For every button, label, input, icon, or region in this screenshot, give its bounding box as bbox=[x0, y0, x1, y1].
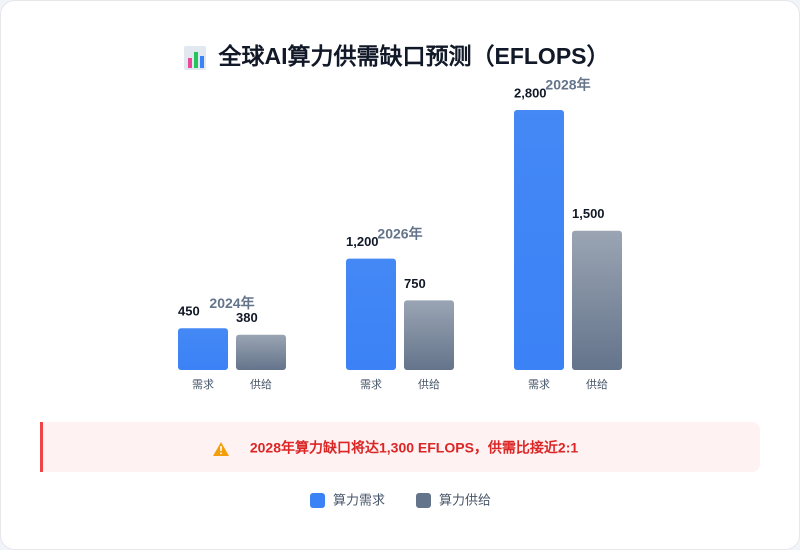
bar-label: 需求 bbox=[528, 378, 550, 391]
bar bbox=[236, 334, 286, 370]
value-label: 750 bbox=[404, 276, 426, 291]
chart-icon bbox=[184, 46, 206, 70]
value-label: 2,800 bbox=[514, 85, 547, 100]
alert-border bbox=[40, 422, 43, 472]
bar bbox=[514, 110, 564, 370]
chart-title: 全球AI算力供需缺口预测（EFLOPS） bbox=[217, 43, 609, 69]
legend-label: 算力供给 bbox=[439, 492, 491, 507]
bar bbox=[404, 300, 454, 370]
legend-swatch bbox=[416, 493, 431, 508]
category-label: 2024年 bbox=[209, 295, 254, 311]
bar-label: 供给 bbox=[250, 377, 272, 391]
value-label: 380 bbox=[236, 310, 258, 325]
value-label: 1,500 bbox=[572, 206, 605, 221]
bar-label: 需求 bbox=[192, 378, 214, 391]
warning-icon bbox=[213, 442, 229, 456]
category-label: 2028年 bbox=[545, 77, 590, 93]
bar bbox=[572, 230, 622, 370]
bar-label: 供给 bbox=[418, 377, 440, 391]
value-label: 450 bbox=[178, 304, 200, 319]
value-label: 1,200 bbox=[346, 234, 379, 249]
alert-box bbox=[40, 422, 760, 472]
annotation: 2028年算力缺口将达1,300 EFLOPS，供需比接近2:1 bbox=[250, 440, 579, 456]
bar-label: 供给 bbox=[586, 377, 608, 391]
bar-label: 需求 bbox=[360, 378, 382, 391]
category-label: 2026年 bbox=[377, 225, 422, 241]
legend-label: 算力需求 bbox=[333, 492, 385, 507]
bar bbox=[178, 328, 228, 370]
legend-swatch bbox=[310, 493, 325, 508]
bar bbox=[346, 258, 396, 370]
